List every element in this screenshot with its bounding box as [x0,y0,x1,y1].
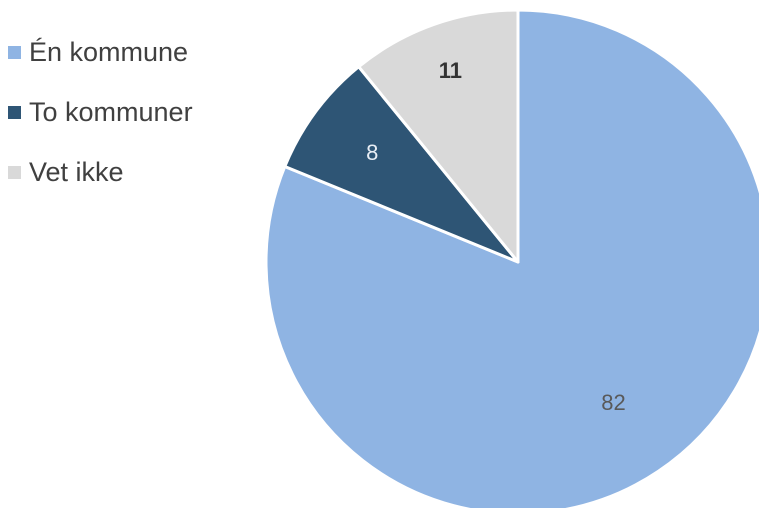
data-label-to-kommuner: 8 [366,140,378,165]
pie-slice-vet-ikke [357,8,520,264]
pie-slice-to-kommuner [283,65,520,264]
legend-label-en-kommune: Én kommune [29,36,189,67]
pie-slice-en-kommune [264,8,759,508]
legend-item-to-kommuner: To kommuner [8,82,193,142]
legend-swatch-to-kommuner [8,105,21,119]
legend: Én kommune To kommuner Vet ikke [8,22,193,202]
data-label-en-kommune: 82 [601,390,625,415]
legend-swatch-vet-ikke [8,165,21,179]
data-label-vet-ikke: 11 [439,58,462,83]
legend-swatch-en-kommune [8,45,21,59]
legend-label-vet-ikke: Vet ikke [29,156,124,187]
legend-item-vet-ikke: Vet ikke [8,142,193,202]
legend-label-to-kommuner: To kommuner [29,96,193,127]
legend-item-en-kommune: Én kommune [8,22,193,82]
